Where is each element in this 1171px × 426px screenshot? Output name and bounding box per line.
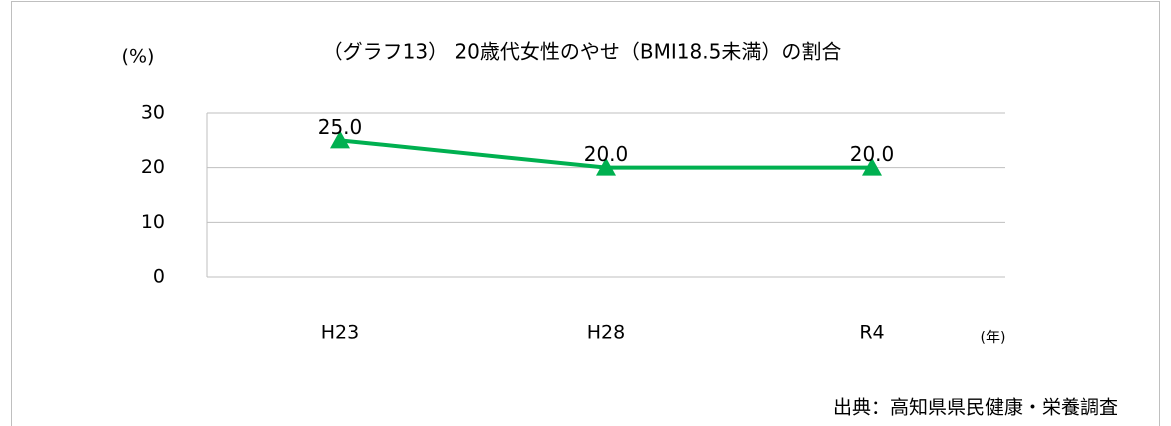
data-label: 20.0 — [850, 142, 895, 166]
y-tick-label: 0 — [153, 266, 165, 288]
chart-frame — [11, 1, 1160, 426]
y-tick-label: 20 — [141, 156, 165, 178]
data-point — [330, 130, 350, 149]
x-tick-label: H28 — [587, 322, 625, 344]
x-axis-label: (年) — [981, 330, 1006, 346]
data-point — [862, 157, 882, 176]
data-label: 20.0 — [584, 142, 629, 166]
chart-title: （グラフ13） 20歳代女性のやせ（BMI18.5未満）の割合 — [323, 40, 842, 64]
y-tick-label: 30 — [141, 102, 165, 124]
data-point — [596, 157, 616, 176]
data-label: 25.0 — [318, 115, 363, 139]
x-tick-label: H23 — [321, 322, 359, 344]
x-tick-label: R4 — [859, 322, 884, 344]
source-note: 出典：高知県県民健康・栄養調査 — [833, 397, 1118, 419]
y-axis-label: (%) — [122, 46, 155, 68]
y-tick-label: 10 — [141, 211, 165, 233]
